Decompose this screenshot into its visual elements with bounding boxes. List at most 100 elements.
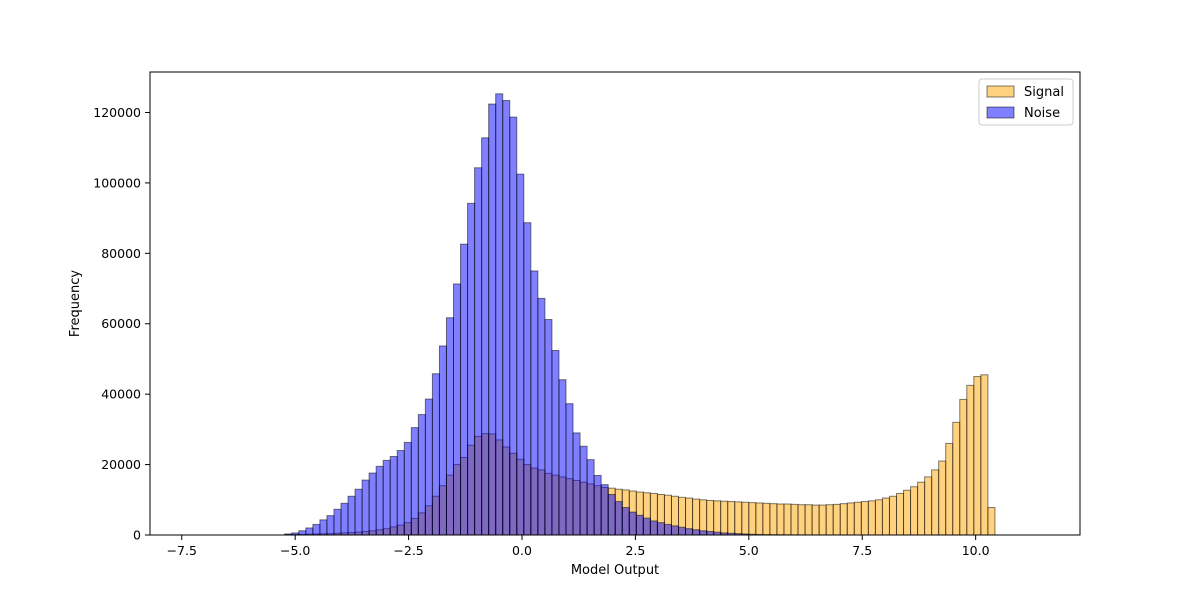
signal-bar [896,492,905,536]
noise-bar [572,432,581,536]
noise-bar [628,511,637,536]
y-tick-label: 60000 [101,316,141,331]
signal-bar [987,507,996,536]
noise-bar [410,427,419,536]
signal-bar [811,504,820,536]
signal-bar [818,504,827,536]
legend: Signal Noise [978,78,1074,126]
y-tick-label: 100000 [93,175,141,190]
noise-bar [537,297,546,536]
noise-bar [453,283,462,536]
noise-bar [445,317,455,536]
signal-bar [980,374,989,536]
signal-bar [917,481,926,536]
noise-bar [642,517,651,536]
noise-bar [593,475,602,536]
noise-bar [438,345,447,536]
noise-bar [340,502,349,536]
y-tick-label: 80000 [101,246,141,261]
noise-bar [481,137,490,536]
noise-bar [600,484,609,536]
noise-bar [326,515,335,536]
signal-bar [839,503,848,536]
signal-bar [945,442,954,536]
noise-bar [558,379,567,536]
signal-bar [769,503,778,536]
signal-bar [804,504,813,536]
noise-bar [361,479,370,536]
noise-bar [396,450,405,536]
noise-bar [635,514,644,536]
signal-bar [881,497,890,536]
noise-bar [389,455,398,536]
signal-bar [910,486,919,536]
noise-bar [699,530,708,536]
signal-bar [874,499,883,536]
signal-bar [727,501,736,536]
signal-bar [748,502,757,536]
legend-label-signal: Signal [1024,85,1064,100]
noise-bar [347,495,356,536]
x-axis: −7.5 −5.0 −2.5 0.0 2.5 5.0 7.5 10.0 [167,535,990,558]
noise-bar [382,459,391,536]
signal-bar [853,501,862,536]
noise-bar [368,472,377,536]
noise-bar [298,530,307,536]
x-tick-label: 10.0 [962,543,990,558]
signal-bar [706,500,715,536]
noise-bar [607,494,616,536]
signal-bar [888,495,897,536]
noise-bar [586,459,595,536]
noise-bar [579,445,588,536]
signal-bar [860,501,869,536]
noise-bar [544,319,553,536]
noise-bar [692,529,701,536]
noise-bar [333,508,342,536]
signal-bar [713,500,722,536]
noise-bar [685,528,694,536]
noise-bar [509,116,518,536]
signal-bar [952,421,961,536]
x-tick-label: −2.5 [393,543,423,558]
x-tick-label: −5.0 [280,543,310,558]
signal-bar [783,503,792,536]
signal-bar [966,384,975,536]
noise-bar [460,243,469,536]
noise-bar [312,523,321,536]
signal-bar [790,503,799,536]
noise-bar [319,519,328,536]
noise-bar [495,93,504,536]
noise-bar [656,522,665,536]
noise-bar [474,167,483,536]
legend-label-noise: Noise [1024,106,1060,121]
x-tick-label: 7.5 [852,543,872,558]
x-tick-label: 2.5 [625,543,645,558]
signal-bar [959,398,968,536]
noise-bar [516,173,525,536]
signal-bar [797,504,806,536]
noise-bar [467,202,476,536]
noise-bar [305,527,314,536]
signal-bar [846,502,855,536]
noise-bar [354,488,363,536]
y-tick-label: 0 [133,528,141,543]
noise-bar [431,373,440,536]
signal-bar [755,502,764,536]
x-tick-label: 0.0 [512,543,532,558]
y-tick-label: 20000 [101,457,141,472]
noise-bar [706,530,715,536]
signal-bar [931,469,940,536]
legend-swatch-signal [986,85,1015,98]
signal-bar [938,460,947,536]
noise-bar [670,525,680,536]
y-tick-label: 40000 [101,387,141,402]
noise-bar [403,441,412,536]
noise-bar [424,398,433,536]
y-tick-label: 120000 [93,105,141,120]
noise-bar [502,100,511,536]
noise-bar [551,350,560,536]
signal-bar [903,489,912,536]
plot-frame [149,71,1081,536]
noise-bar [523,222,532,536]
